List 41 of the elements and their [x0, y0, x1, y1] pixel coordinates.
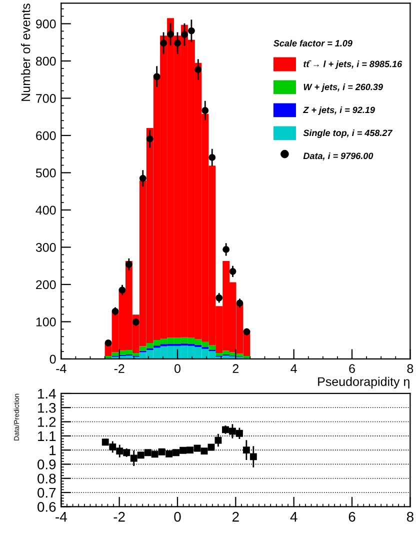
- x-tick-label: 6: [348, 512, 356, 522]
- y-tick-label: 100: [36, 318, 56, 326]
- y-tick-label: 700: [36, 94, 56, 103]
- y-tick-label: 1: [50, 446, 56, 456]
- y-tick-label: 900: [36, 20, 56, 28]
- x-tick-label: -4: [56, 364, 66, 373]
- x-tick-label: -2: [114, 364, 124, 373]
- x-tick-label: 2: [232, 364, 239, 373]
- y-tick-label: 0: [50, 354, 56, 364]
- x-tick-label: 8: [406, 512, 414, 522]
- y-tick-label: 1.4: [38, 388, 56, 399]
- x-tick-label: -2: [114, 512, 125, 522]
- legend-title: Scale factor = 1.09: [274, 40, 352, 46]
- legend-label: Z + jets, i = 92.19: [302, 106, 375, 115]
- x-tick-label: 4: [290, 512, 298, 522]
- x-axis-title: Pseudorapidity η: [318, 376, 410, 389]
- x-tick-label: 0: [174, 512, 181, 522]
- y-tick-label: 800: [36, 56, 56, 66]
- y-tick-label: 0.8: [38, 474, 56, 484]
- x-tick-label: 0: [174, 364, 180, 374]
- legend-label: tt̄ → l + jets, i = 8985.16: [304, 60, 402, 69]
- legend-label: Single top, i = 458.27: [303, 129, 393, 138]
- y-tick-label: 600: [36, 131, 56, 140]
- x-tick-label: 6: [349, 364, 355, 374]
- y-tick-label: 400: [36, 206, 56, 215]
- y-tick-label: 0.9: [38, 460, 56, 470]
- legend-label: Data, i = 9796.00: [303, 152, 374, 160]
- y-tick-label: 1.3: [38, 402, 56, 413]
- y-tick-label: 0.6: [38, 502, 56, 512]
- y-tick-label: 300: [36, 243, 56, 252]
- y-tick-label: 1.2: [38, 417, 56, 427]
- y-tick-label: 500: [36, 168, 56, 178]
- y-axis-title: Number of events: [21, 4, 30, 101]
- y-tick-label: 0.7: [38, 488, 56, 498]
- y-tick-label: 1.1: [38, 431, 56, 441]
- y-tick-label: 200: [36, 280, 56, 290]
- x-tick-label: 8: [407, 364, 414, 374]
- x-tick-label: -4: [56, 512, 67, 522]
- legend-label: W + jets, i = 260.39: [304, 84, 383, 92]
- x-tick-label: 2: [232, 512, 239, 522]
- x-tick-label: 4: [290, 364, 297, 373]
